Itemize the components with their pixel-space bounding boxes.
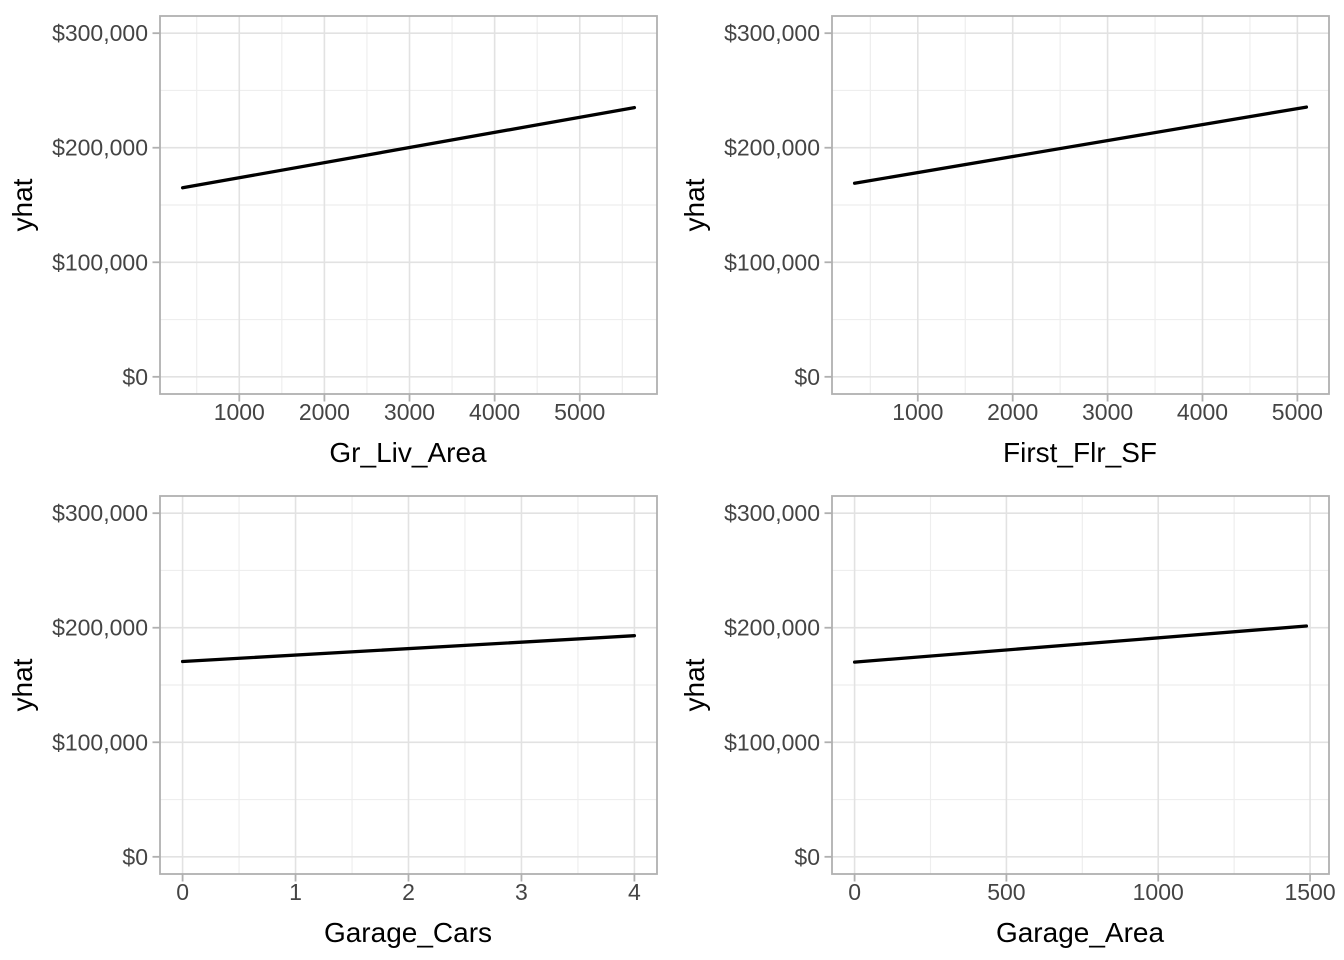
plot-panel-garage-cars: 0 1 2 3 4 $0 $100,000 $200,000 $300,000: [52, 495, 658, 905]
x-tick-label: 4: [628, 879, 641, 905]
x-tick-label: 3000: [1082, 399, 1133, 425]
x-tick-label: 3: [515, 879, 528, 905]
plot-panel-first-flr-sf: 1000 2000 3000 4000 5000 $0 $100,000 $200,000 $3…: [724, 15, 1330, 425]
y-tick-label: $100,000: [52, 249, 148, 275]
pd-line: [180, 105, 637, 190]
x-axis-title: Gr_Liv_Area: [329, 437, 487, 468]
panel-border: [831, 15, 1330, 395]
x-axis-title: First_Flr_SF: [1003, 437, 1157, 468]
x-tick-label: 500: [987, 879, 1025, 905]
y-tick-label: $100,000: [724, 729, 820, 755]
x-tick-label: 1000: [1133, 879, 1184, 905]
y-axis-title: yhat: [679, 658, 710, 712]
y-tick-label: $200,000: [724, 135, 820, 161]
panel-border: [831, 495, 1330, 875]
x-tick-label: 3000: [384, 399, 435, 425]
x-tick-label: 4000: [1177, 399, 1228, 425]
x-tick-label: 2: [402, 879, 415, 905]
plot-panel-garage-area: 0 500 1000 1500 $0 $100,000 $200,000 $300,000: [724, 495, 1336, 905]
y-tick-label: $0: [794, 844, 820, 870]
subplot-gr-liv-area: 1000 2000 3000 4000 5000 $0 $100,000 $200,000 $3…: [0, 0, 672, 480]
subplot-garage-area: 0 500 1000 1500 $0 $100,000 $200,000 $300,000 y…: [672, 480, 1344, 960]
x-axis-title: Garage_Area: [995, 917, 1165, 948]
x-tick-label: 5000: [554, 399, 605, 425]
y-tick-label: $300,000: [52, 500, 148, 526]
y-tick-label: $200,000: [52, 135, 148, 161]
x-tick-label: 0: [848, 879, 861, 905]
subplot-garage-cars: 0 1 2 3 4 $0 $100,000 $200,000 $300,000 yhat Gar…: [0, 480, 672, 960]
y-axis-title: yhat: [7, 658, 38, 712]
x-tick-label: 1500: [1284, 879, 1335, 905]
y-axis-title: yhat: [7, 178, 38, 232]
x-tick-label: 0: [176, 879, 189, 905]
pd-line: [852, 624, 1309, 664]
panel-border: [159, 15, 658, 395]
y-tick-label: $300,000: [724, 500, 820, 526]
x-tick-label: 2000: [299, 399, 350, 425]
y-axis-title: yhat: [679, 178, 710, 232]
x-tick-label: 1000: [214, 399, 265, 425]
pd-line: [852, 105, 1309, 185]
y-tick-label: $0: [122, 364, 148, 390]
x-axis-title: Garage_Cars: [323, 917, 493, 948]
y-tick-label: $100,000: [52, 729, 148, 755]
y-tick-label: $0: [122, 844, 148, 870]
plot-panel-gr-liv-area: 1000 2000 3000 4000 5000 $0 $100,000 $200,000 $3…: [52, 15, 658, 425]
subplot-first-flr-sf: 1000 2000 3000 4000 5000 $0 $100,000 $200,000 $3…: [672, 0, 1344, 480]
y-tick-label: $300,000: [724, 20, 820, 46]
pd-line: [180, 634, 637, 664]
y-tick-label: $0: [794, 364, 820, 390]
x-tick-label: 5000: [1272, 399, 1323, 425]
y-tick-label: $100,000: [724, 249, 820, 275]
x-tick-label: 4000: [469, 399, 520, 425]
y-tick-label: $300,000: [52, 20, 148, 46]
y-tick-label: $200,000: [724, 615, 820, 641]
x-tick-label: 1000: [892, 399, 943, 425]
x-tick-label: 2000: [987, 399, 1038, 425]
y-tick-label: $200,000: [52, 615, 148, 641]
x-tick-label: 1: [289, 879, 302, 905]
